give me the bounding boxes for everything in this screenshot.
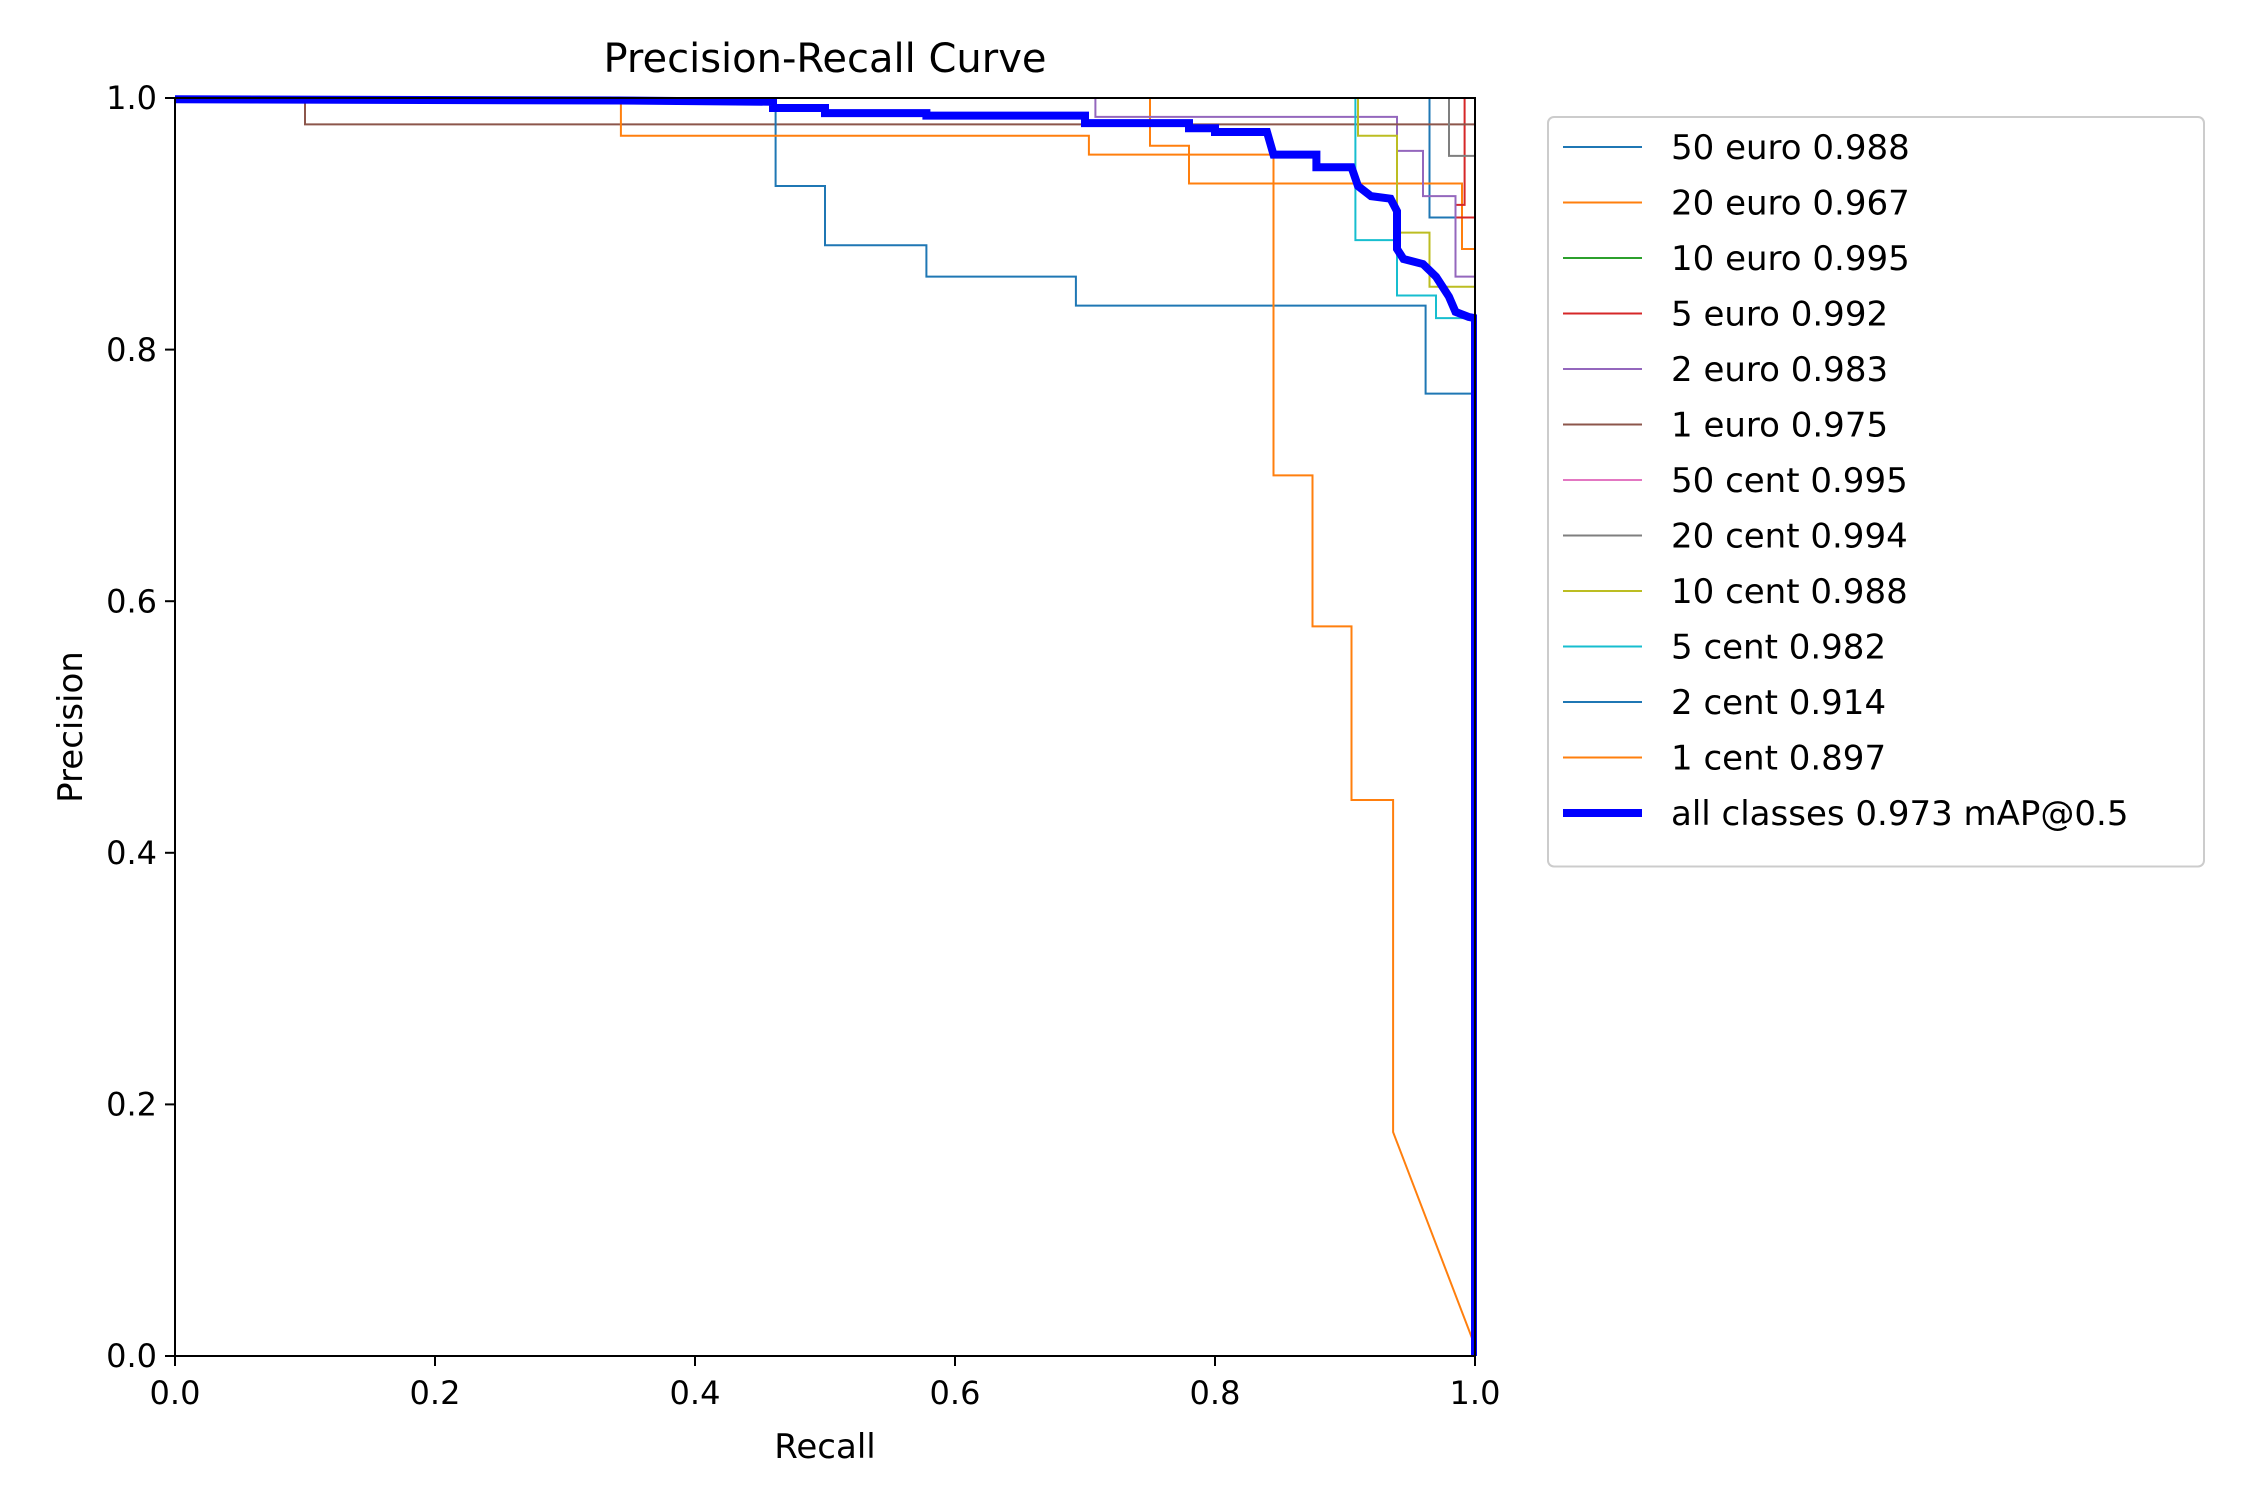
plot-frame <box>174 97 1476 1357</box>
legend: 50 euro 0.988 20 euro 0.967 10 euro 0.995 5… <box>1547 116 2205 868</box>
x-axis-label: Recall <box>774 1427 875 1467</box>
series-line-12 <box>174 95 1477 1356</box>
y-axis: 0.0 0.2 0.4 0.6 0.8 1.0 <box>106 79 175 1375</box>
x-tick-label-4: 0.8 <box>1190 1374 1241 1412</box>
legend-label-9: 5 cent 0.982 <box>1671 628 1886 668</box>
legend-label-7: 20 cent 0.994 <box>1671 517 1908 557</box>
series-line-10 <box>175 97 1476 1356</box>
y-tick-label-5: 1.0 <box>106 79 157 117</box>
chart-title: Precision-Recall Curve <box>604 36 1047 82</box>
x-tick-label-3: 0.6 <box>930 1374 981 1412</box>
x-tick-label-5: 1.0 <box>1450 1374 1501 1412</box>
series-line-1 <box>175 97 1476 1356</box>
legend-box <box>1547 116 2205 868</box>
legend-label-5: 1 euro 0.975 <box>1671 406 1888 446</box>
legend-label-6: 50 cent 0.995 <box>1671 461 1908 501</box>
legend-label-3: 5 euro 0.992 <box>1671 295 1888 335</box>
y-tick-label-2: 0.4 <box>106 834 157 872</box>
series-line-11 <box>175 97 1476 1347</box>
legend-label-0: 50 euro 0.988 <box>1671 128 1910 168</box>
plot-area <box>174 95 1477 1357</box>
legend-label-8: 10 cent 0.988 <box>1671 572 1908 612</box>
x-tick-label-1: 0.2 <box>410 1374 461 1412</box>
y-tick-label-1: 0.2 <box>106 1086 157 1124</box>
x-axis: 0.0 0.2 0.4 0.6 0.8 1.0 <box>150 1356 1501 1412</box>
legend-label-1: 20 euro 0.967 <box>1671 184 1910 224</box>
x-tick-label-0: 0.0 <box>150 1374 201 1412</box>
legend-label-12: all classes 0.973 mAP@0.5 <box>1671 794 2128 834</box>
y-axis-label: Precision <box>51 651 91 803</box>
legend-label-2: 10 euro 0.995 <box>1671 239 1910 279</box>
series-line-4 <box>175 97 1476 1356</box>
y-tick-label-3: 0.6 <box>106 582 157 620</box>
legend-label-10: 2 cent 0.914 <box>1671 683 1886 723</box>
x-tick-label-2: 0.4 <box>670 1374 721 1412</box>
y-tick-label-0: 0.0 <box>106 1337 157 1375</box>
legend-label-4: 2 euro 0.983 <box>1671 350 1888 390</box>
legend-label-11: 1 cent 0.897 <box>1671 739 1886 779</box>
y-tick-label-4: 0.8 <box>106 331 157 369</box>
